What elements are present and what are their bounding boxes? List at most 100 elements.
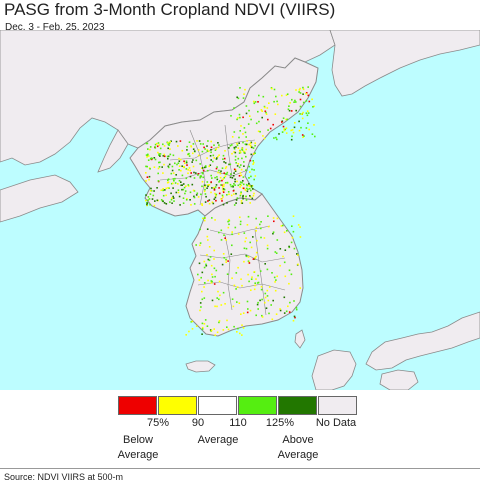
ndvi-pixel — [211, 299, 214, 302]
ndvi-pixel — [170, 192, 172, 195]
ndvi-pixel — [296, 253, 298, 255]
ndvi-pixel — [247, 188, 249, 191]
ndvi-pixel — [228, 163, 230, 166]
ndvi-pixel — [222, 291, 225, 294]
ndvi-pixel — [307, 112, 310, 114]
ndvi-pixel — [214, 149, 217, 151]
ndvi-pixel — [187, 172, 189, 175]
ndvi-pixel — [294, 316, 296, 319]
ndvi-pixel — [236, 331, 238, 333]
ndvi-pixel — [257, 110, 259, 113]
ndvi-pixel — [187, 185, 190, 187]
ndvi-pixel — [171, 169, 174, 172]
ndvi-pixel — [260, 227, 262, 230]
ndvi-pixel — [239, 186, 241, 188]
ndvi-pixel — [158, 166, 161, 168]
ndvi-pixel — [201, 290, 203, 293]
ndvi-pixel — [229, 176, 232, 179]
ndvi-pixel — [254, 284, 256, 287]
liaodong-peninsula — [97, 129, 129, 173]
ndvi-pixel — [222, 178, 224, 180]
ndvi-pixel — [261, 110, 263, 112]
ndvi-pixel — [264, 106, 266, 109]
ndvi-pixel — [240, 184, 242, 187]
ndvi-pixel — [214, 275, 216, 278]
ndvi-pixel — [250, 278, 253, 280]
ndvi-pixel — [273, 88, 276, 91]
ndvi-pixel — [145, 199, 147, 202]
ndvi-pixel — [197, 273, 199, 276]
ndvi-pixel — [292, 230, 295, 233]
ndvi-pixel — [233, 146, 236, 149]
ndvi-pixel — [233, 284, 236, 287]
ndvi-pixel — [260, 236, 262, 239]
ndvi-pixel — [243, 232, 246, 234]
ndvi-pixel — [190, 204, 192, 206]
ndvi-pixel — [186, 145, 188, 148]
ndvi-pixel — [293, 315, 296, 318]
ndvi-pixel — [177, 191, 180, 194]
ndvi-pixel — [193, 171, 195, 174]
ndvi-pixel — [264, 263, 266, 265]
ndvi-pixel — [147, 153, 149, 156]
ndvi-pixel — [295, 101, 297, 103]
ndvi-pixel — [206, 181, 209, 183]
ndvi-pixel — [234, 226, 237, 229]
ndvi-pixel — [247, 256, 250, 258]
ndvi-pixel — [210, 159, 212, 161]
ndvi-pixel — [215, 269, 218, 272]
ndvi-pixel — [218, 321, 220, 324]
ndvi-pixel — [261, 298, 263, 301]
ndvi-pixel — [185, 185, 187, 187]
ndvi-pixel — [221, 194, 224, 197]
ndvi-pixel — [239, 181, 242, 183]
ndvi-pixel — [243, 161, 245, 163]
ndvi-pixel — [230, 194, 233, 197]
ndvi-pixel — [246, 190, 249, 193]
ndvi-pixel — [244, 143, 247, 145]
ndvi-pixel — [215, 184, 218, 186]
ndvi-pixel — [250, 189, 252, 192]
ndvi-pixel — [255, 217, 257, 220]
ndvi-pixel — [241, 284, 243, 287]
ndvi-pixel — [208, 202, 211, 205]
ndvi-pixel — [239, 172, 242, 174]
ndvi-pixel — [297, 224, 300, 226]
ndvi-pixel — [217, 155, 219, 158]
ndvi-pixel — [241, 324, 243, 326]
ndvi-pixel — [181, 188, 183, 191]
ndvi-pixel — [249, 241, 251, 244]
ndvi-pixel — [250, 118, 252, 121]
ndvi-pixel — [240, 174, 243, 177]
legend-swatch-no-data — [318, 396, 357, 415]
ndvi-pixel — [279, 308, 281, 310]
ndvi-pixel — [162, 189, 164, 192]
ndvi-pixel — [233, 131, 236, 133]
ndvi-pixel — [248, 187, 251, 190]
ndvi-pixel — [283, 231, 286, 234]
ndvi-pixel — [207, 185, 209, 188]
ndvi-pixel — [251, 184, 254, 187]
ndvi-pixel — [178, 169, 180, 171]
ndvi-pixel — [243, 151, 245, 154]
ndvi-pixel — [208, 199, 211, 201]
ndvi-pixel — [164, 189, 166, 191]
ndvi-pixel — [286, 230, 288, 232]
ndvi-pixel — [218, 144, 220, 146]
legend-tick-110: 110 — [229, 417, 247, 429]
ndvi-pixel — [189, 191, 192, 194]
ndvi-pixel — [213, 267, 216, 270]
ndvi-pixel — [208, 246, 211, 248]
ndvi-pixel — [204, 193, 207, 195]
ndvi-pixel — [249, 309, 252, 312]
ndvi-pixel — [162, 194, 165, 197]
ndvi-pixel — [256, 303, 259, 306]
ndvi-pixel — [211, 201, 214, 204]
ndvi-pixel — [301, 134, 304, 136]
ndvi-pixel — [288, 109, 291, 112]
ndvi-pixel — [242, 183, 245, 186]
ndvi-pixel — [245, 195, 247, 198]
ndvi-pixel — [206, 169, 209, 172]
ndvi-pixel — [170, 140, 172, 142]
ndvi-pixel — [200, 276, 202, 279]
